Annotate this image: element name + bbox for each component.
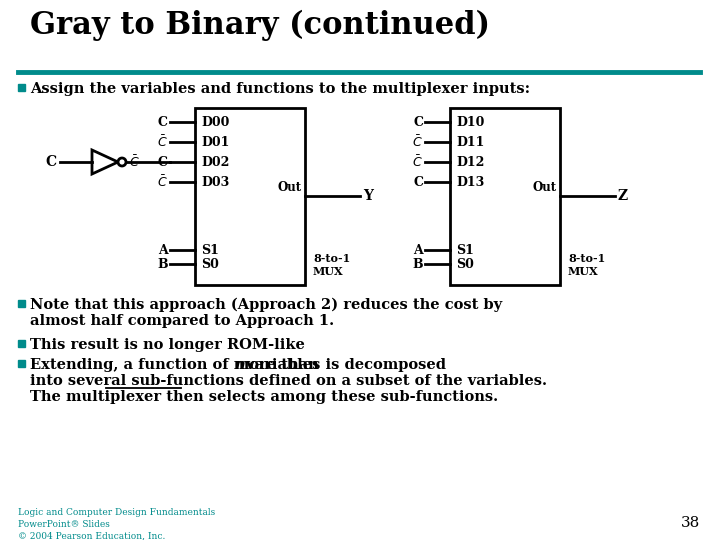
Text: B: B [158,258,168,271]
Text: Out: Out [278,181,302,194]
Bar [18,84,25,91]
Text: A: A [158,244,168,256]
Text: $\bar{C}$: $\bar{C}$ [157,134,168,150]
Text: D01: D01 [201,136,230,148]
Text: Logic and Computer Design Fundamentals
PowerPoint® Slides
© 2004 Pearson Educati: Logic and Computer Design Fundamentals P… [18,508,215,540]
Text: Z: Z [618,189,628,203]
Text: almost half compared to Approach 1.: almost half compared to Approach 1. [30,314,334,328]
Bar [18,340,25,347]
Text: 8-to-1
MUX: 8-to-1 MUX [568,253,606,278]
Text: D10: D10 [456,116,485,129]
Text: D11: D11 [456,136,485,148]
Text: $\bar{C}$: $\bar{C}$ [413,154,423,170]
Text: D12: D12 [456,156,485,168]
Text: B: B [413,258,423,271]
Text: S1: S1 [201,244,219,256]
Text: 38: 38 [680,516,700,530]
Bar [18,300,25,307]
Text: Out: Out [533,181,557,194]
Text: The multiplexer then selects among these sub-functions.: The multiplexer then selects among these… [30,390,498,404]
Text: C: C [158,156,168,168]
Text: variables is decomposed: variables is decomposed [240,358,446,372]
Text: D02: D02 [201,156,230,168]
Text: $\bar{C}$: $\bar{C}$ [413,134,423,150]
Text: Y: Y [363,189,373,203]
Text: n: n [234,358,244,372]
Text: S0: S0 [456,258,474,271]
Text: C: C [158,116,168,129]
Text: D00: D00 [201,116,230,129]
Text: $\bar{C}$: $\bar{C}$ [157,174,168,190]
Bar [450,108,560,285]
Polygon shape [92,150,118,174]
Bar [18,360,25,367]
Text: into several sub-functions defined on a subset of the variables.: into several sub-functions defined on a … [30,374,547,388]
Text: Note that this approach (Approach 2) reduces the cost by: Note that this approach (Approach 2) red… [30,298,502,313]
Text: S0: S0 [201,258,219,271]
Text: S1: S1 [456,244,474,256]
Text: C: C [46,155,57,169]
Text: 8-to-1
MUX: 8-to-1 MUX [313,253,350,278]
Text: A: A [413,244,423,256]
Text: C: C [413,116,423,129]
Bar [195,108,305,285]
Text: C: C [413,176,423,188]
Text: Assign the variables and functions to the multiplexer inputs:: Assign the variables and functions to th… [30,82,530,96]
Circle shape [118,158,126,166]
Text: Gray to Binary (continued): Gray to Binary (continued) [30,10,490,41]
Text: This result is no longer ROM-like: This result is no longer ROM-like [30,338,305,352]
Text: Extending, a function of more than: Extending, a function of more than [30,358,324,372]
Text: $\bar{C}$: $\bar{C}$ [129,154,140,170]
Text: D03: D03 [201,176,229,188]
Text: D13: D13 [456,176,485,188]
